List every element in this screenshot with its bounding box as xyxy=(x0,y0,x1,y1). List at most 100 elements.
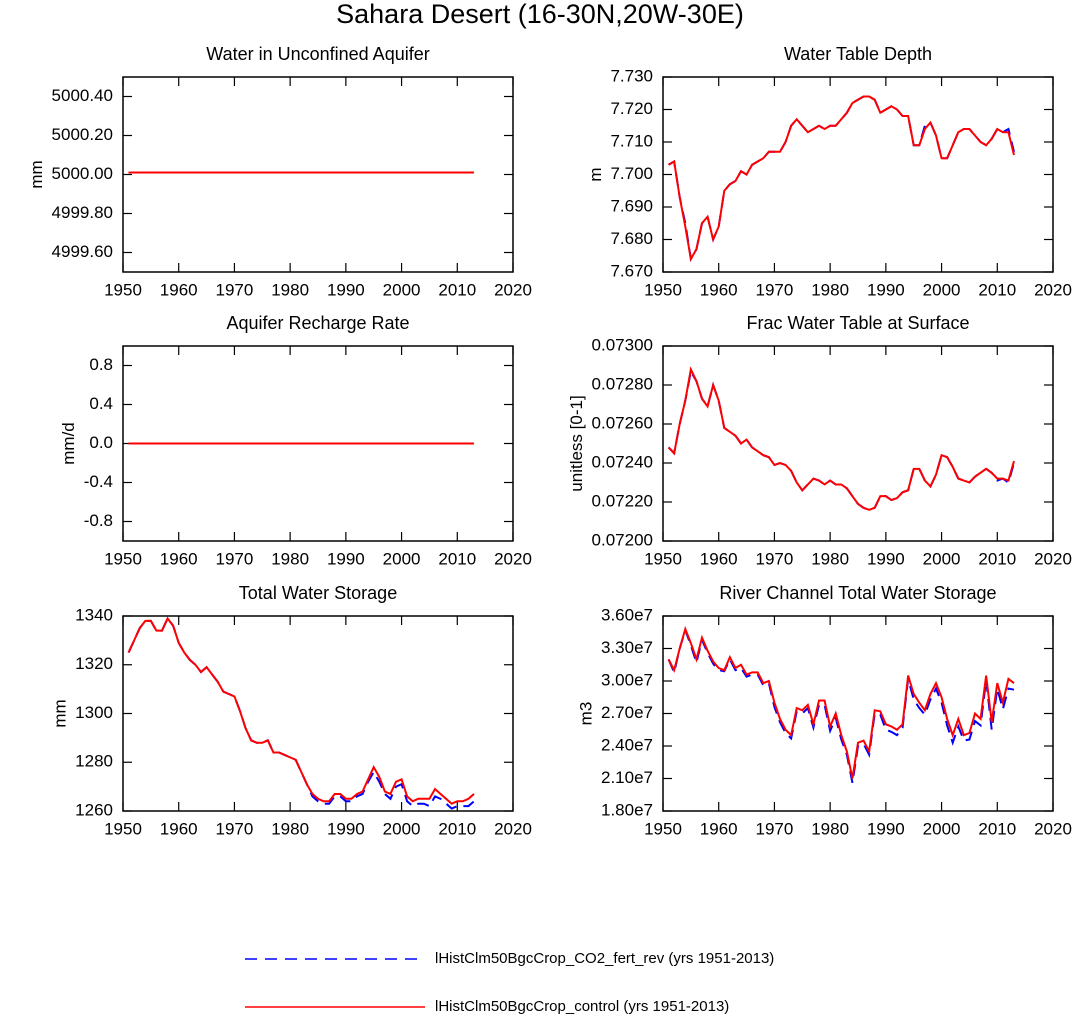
plot-frame xyxy=(662,345,1054,542)
y-axis-label: unitless [0-1] xyxy=(567,395,586,491)
panel: Total Water Storage 1950 1960 1970 1980 1990 2… xyxy=(51,583,532,839)
data-line xyxy=(127,616,475,805)
y-axis-label: m xyxy=(586,167,605,181)
x-tick-label: 2010 xyxy=(978,280,1016,299)
y-axis-label: m3 xyxy=(576,702,595,726)
y-tick-label: 7.700 xyxy=(610,164,653,183)
data-line xyxy=(667,626,1015,784)
x-tick-label: 2000 xyxy=(923,549,961,568)
y-tick-label: 0.07280 xyxy=(592,374,653,393)
x-tick-label: 1980 xyxy=(271,280,309,299)
y-axis-label: mm xyxy=(27,160,46,188)
y-tick-label: 3.60e7 xyxy=(601,605,653,624)
x-tick-label: 1970 xyxy=(756,280,794,299)
plot-frame xyxy=(122,615,514,812)
x-tick-label: 2010 xyxy=(438,280,476,299)
panel: Water in Unconfined Aquifer 1950 1960 1970 1… xyxy=(27,44,532,300)
x-tick-label: 1950 xyxy=(644,549,682,568)
y-tick-label: 1.80e7 xyxy=(601,800,653,819)
panel-title: River Channel Total Water Storage xyxy=(719,583,996,603)
y-tick-label: 0.8 xyxy=(89,355,113,374)
x-tick-label: 1950 xyxy=(644,280,682,299)
x-tick-label: 1990 xyxy=(867,280,905,299)
y-tick-label: 1260 xyxy=(75,800,113,819)
x-tick-label: 1990 xyxy=(327,819,365,838)
figure-title: Sahara Desert (16-30N,20W-30E) xyxy=(336,0,744,29)
data-line xyxy=(667,368,1015,511)
plot-frame xyxy=(662,615,1054,812)
y-tick-label: 7.710 xyxy=(610,131,653,150)
x-tick-label: 1980 xyxy=(811,549,849,568)
x-tick-label: 1970 xyxy=(216,819,254,838)
panel-title: Frac Water Table at Surface xyxy=(746,313,969,333)
y-tick-label: 7.730 xyxy=(610,66,653,85)
y-tick-label: 7.690 xyxy=(610,196,653,215)
panel: Frac Water Table at Surface 1950 1960 1970 1… xyxy=(567,313,1072,569)
y-tick-label: 1340 xyxy=(75,605,113,624)
legend-label: lHistClm50BgcCrop_control (yrs 1951-2013… xyxy=(435,998,729,1015)
x-tick-label: 1980 xyxy=(811,280,849,299)
y-tick-label: 0.07260 xyxy=(592,413,653,432)
y-tick-label: 3.30e7 xyxy=(601,638,653,657)
y-tick-label: 5000.00 xyxy=(52,164,113,183)
panel-title: Total Water Storage xyxy=(239,583,397,603)
panel: Aquifer Recharge Rate 1950 1960 1970 1980 199… xyxy=(59,313,532,569)
x-tick-label: 2020 xyxy=(494,549,532,568)
y-tick-label: -0.8 xyxy=(84,511,113,530)
panel-title: Water Table Depth xyxy=(784,44,932,64)
x-tick-label: 2010 xyxy=(438,549,476,568)
panel: Water Table Depth 1950 1960 1970 1980 1990 200… xyxy=(586,44,1072,300)
y-tick-label: 1320 xyxy=(75,654,113,673)
x-tick-label: 1950 xyxy=(104,549,142,568)
x-tick-label: 1960 xyxy=(160,819,198,838)
x-tick-label: 2020 xyxy=(494,819,532,838)
y-tick-label: 2.70e7 xyxy=(601,703,653,722)
x-tick-label: 2000 xyxy=(383,819,421,838)
data-line xyxy=(667,625,1015,779)
x-tick-label: 2020 xyxy=(1034,549,1072,568)
y-tick-label: 0.07300 xyxy=(592,335,653,354)
x-tick-label: 1960 xyxy=(700,549,738,568)
data-line xyxy=(668,95,1015,262)
x-tick-label: 1980 xyxy=(271,819,309,838)
plot-frame xyxy=(122,345,514,542)
y-tick-label: 4999.80 xyxy=(52,203,113,222)
panel-title: Water in Unconfined Aquifer xyxy=(206,44,429,64)
y-tick-label: 7.670 xyxy=(610,261,653,280)
x-tick-label: 1950 xyxy=(104,819,142,838)
data-line xyxy=(668,95,1015,262)
x-tick-label: 1970 xyxy=(756,819,794,838)
legend: lHistClm50BgcCrop_CO2_fert_rev (yrs 1951… xyxy=(245,950,774,1015)
x-tick-label: 1990 xyxy=(327,280,365,299)
x-tick-label: 1960 xyxy=(160,549,198,568)
x-tick-label: 2010 xyxy=(438,819,476,838)
x-tick-label: 2010 xyxy=(978,549,1016,568)
x-tick-label: 2000 xyxy=(383,280,421,299)
x-tick-label: 1980 xyxy=(271,549,309,568)
panel: River Channel Total Water Storage 1950 196… xyxy=(576,583,1071,839)
x-tick-label: 1990 xyxy=(867,819,905,838)
x-tick-label: 1980 xyxy=(811,819,849,838)
y-tick-label: 7.680 xyxy=(610,229,653,248)
panel-title: Aquifer Recharge Rate xyxy=(226,313,409,333)
plot-frame xyxy=(662,76,1054,273)
y-tick-label: 0.07240 xyxy=(592,452,653,471)
x-tick-label: 1960 xyxy=(160,280,198,299)
x-tick-label: 2000 xyxy=(383,549,421,568)
legend-label: lHistClm50BgcCrop_CO2_fert_rev (yrs 1951… xyxy=(435,950,774,967)
y-tick-label: 1280 xyxy=(75,752,113,771)
y-tick-label: 0.07200 xyxy=(592,530,653,549)
y-tick-label: 1300 xyxy=(75,703,113,722)
x-tick-label: 2000 xyxy=(923,280,961,299)
y-tick-label: 4999.60 xyxy=(52,242,113,261)
y-tick-label: 0.4 xyxy=(89,394,113,413)
y-tick-label: 7.720 xyxy=(610,99,653,118)
y-tick-label: 5000.40 xyxy=(52,86,113,105)
y-tick-label: 3.00e7 xyxy=(601,670,653,689)
x-tick-label: 1950 xyxy=(644,819,682,838)
x-tick-label: 2020 xyxy=(1034,280,1072,299)
data-line xyxy=(667,366,1015,511)
x-tick-label: 2020 xyxy=(1034,819,1072,838)
x-tick-label: 1990 xyxy=(327,549,365,568)
